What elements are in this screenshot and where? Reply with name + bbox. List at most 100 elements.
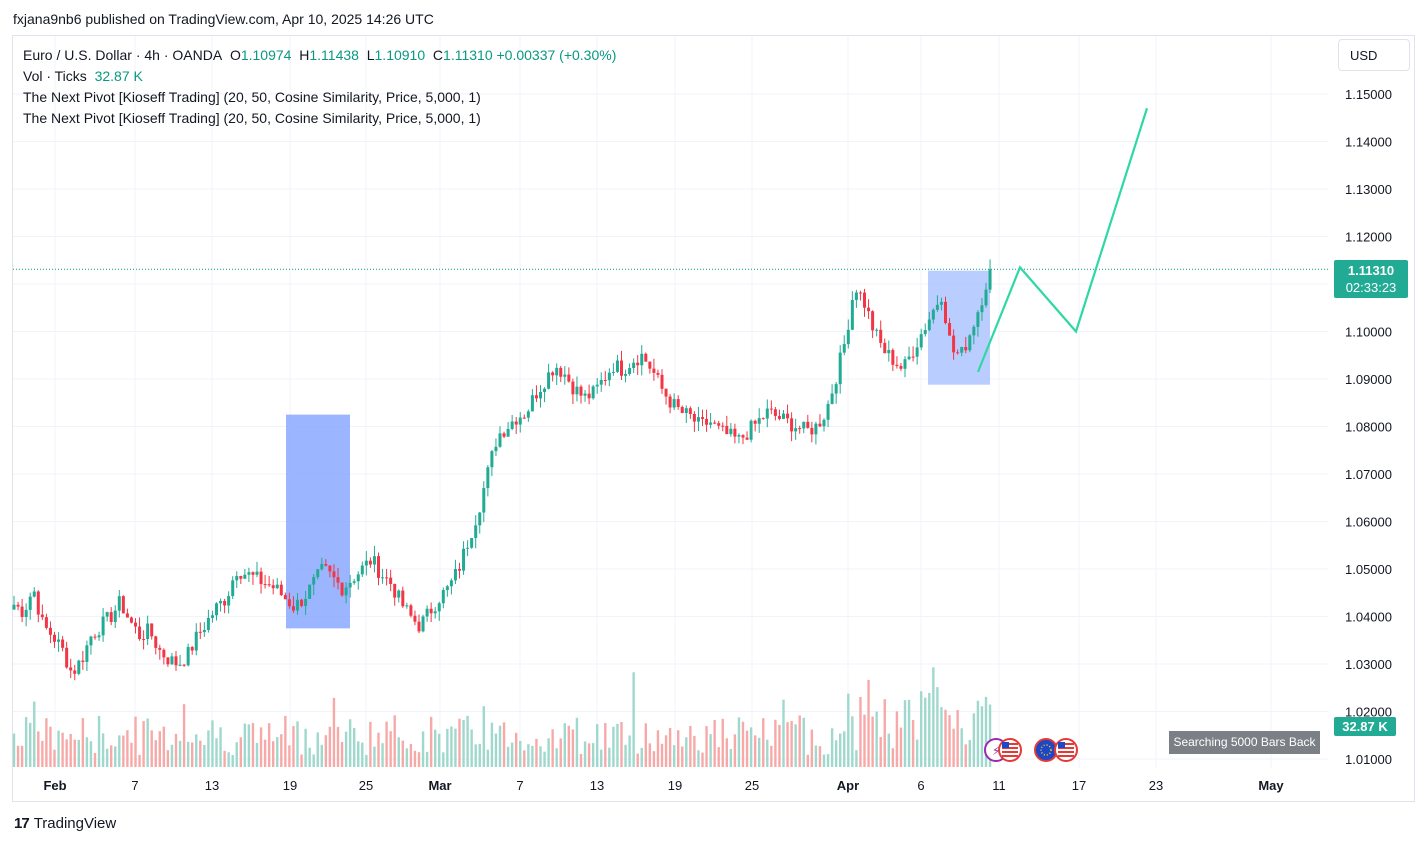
- candle-body: [790, 418, 794, 432]
- candle-body: [437, 603, 441, 612]
- candle-body: [162, 649, 166, 658]
- eu-stars: [1040, 744, 1052, 756]
- volume-bar: [377, 732, 380, 767]
- candle-body: [186, 647, 190, 666]
- candle-body: [24, 609, 28, 617]
- volume-bar: [166, 750, 170, 767]
- indicator-1[interactable]: The Next Pivot [Kioseff Trading] (20, 50…: [23, 89, 481, 105]
- candle-body: [952, 335, 956, 353]
- volume-bar: [118, 735, 121, 767]
- y-tick-label: 1.14000: [1345, 135, 1392, 150]
- volume-bar: [296, 721, 299, 767]
- volume-bar: [527, 744, 530, 767]
- volume-bar: [847, 693, 850, 767]
- candle-body: [672, 399, 676, 408]
- volume-bar: [191, 742, 194, 767]
- volume-bar: [203, 744, 206, 767]
- y-tick-label: 1.10000: [1345, 325, 1392, 340]
- volume-bar: [814, 745, 818, 767]
- candle-body: [644, 353, 648, 362]
- candle-body: [85, 645, 89, 662]
- candle-body: [741, 435, 745, 438]
- candle-body: [368, 560, 372, 565]
- volume-bar: [267, 723, 271, 767]
- candle-body: [887, 349, 891, 354]
- candle-body: [328, 565, 332, 572]
- candle-body: [146, 623, 150, 640]
- candle-body: [296, 599, 299, 611]
- low-label: L: [366, 47, 375, 63]
- volume-bar: [794, 724, 797, 767]
- candle-body: [510, 421, 514, 429]
- volume-label[interactable]: Vol · Ticks: [23, 68, 87, 84]
- candle-body: [73, 670, 77, 674]
- volume-bar: [170, 744, 174, 767]
- volume-bar: [956, 710, 959, 767]
- volume-bar: [936, 687, 939, 767]
- candle-body: [733, 428, 737, 437]
- candle-body: [194, 631, 198, 651]
- volume-bar: [559, 738, 562, 767]
- volume-bar: [413, 750, 417, 767]
- candle-body: [518, 417, 522, 425]
- candle-body: [336, 577, 340, 583]
- volume-bar: [652, 751, 656, 767]
- volume-bar: [766, 739, 769, 767]
- symbol-title[interactable]: Euro / U.S. Dollar · 4h · OANDA: [23, 47, 223, 63]
- volume-bar: [668, 727, 672, 767]
- y-tick-label: 1.03000: [1345, 657, 1392, 672]
- volume-bar: [855, 750, 858, 767]
- volume-bar: [920, 691, 923, 767]
- volume-bar: [438, 733, 441, 767]
- volume-bar: [502, 722, 506, 767]
- volume-bar: [810, 729, 814, 767]
- candle-body: [478, 512, 482, 526]
- volume-bar: [316, 732, 319, 767]
- candle-body: [170, 656, 174, 665]
- volume-bar: [239, 737, 242, 767]
- candle-body: [166, 657, 170, 665]
- volume-bar: [174, 733, 178, 767]
- candle-body: [433, 611, 437, 614]
- volume-bar: [178, 740, 182, 767]
- x-tick-label: 7: [131, 778, 138, 793]
- volume-bar: [466, 715, 469, 767]
- tradingview-brand[interactable]: 17 TradingView: [14, 815, 116, 832]
- candle-body: [429, 608, 433, 614]
- eu-flag-icon[interactable]: [1034, 738, 1058, 762]
- candle-body: [591, 386, 595, 399]
- candle-body: [113, 610, 117, 622]
- candle-body: [539, 391, 542, 399]
- flag-stripe: [1058, 747, 1074, 749]
- candle-body: [858, 292, 862, 294]
- volume-bar: [636, 753, 639, 767]
- candle-body: [931, 309, 935, 320]
- volume-bar: [729, 749, 733, 767]
- volume-bar: [65, 739, 68, 767]
- volume-bar: [944, 709, 947, 767]
- flag-stripe: [1058, 743, 1074, 745]
- volume-bar: [122, 735, 125, 767]
- indicator-2[interactable]: The Next Pivot [Kioseff Trading] (20, 50…: [23, 110, 481, 126]
- candle-body: [717, 423, 721, 426]
- projection-line: [976, 107, 1149, 373]
- candle-body: [389, 577, 393, 584]
- x-tick-label: 11: [992, 778, 1006, 793]
- volume-bar: [336, 726, 340, 767]
- candle-body: [125, 613, 129, 618]
- volume-bar: [215, 738, 218, 767]
- candle-body: [441, 590, 445, 604]
- candle-body: [117, 596, 121, 611]
- volume-bar: [924, 697, 927, 767]
- candle-body: [142, 639, 146, 641]
- candle-body: [275, 584, 279, 589]
- currency-button[interactable]: USD: [1338, 39, 1410, 71]
- candle-body: [40, 614, 44, 618]
- candle-body: [332, 571, 336, 578]
- volume-bar: [980, 706, 984, 767]
- volume-bar: [932, 667, 935, 767]
- volume-bar: [199, 740, 202, 767]
- candle-body: [97, 635, 101, 638]
- candle-body: [69, 667, 73, 671]
- volume-bar: [247, 724, 251, 767]
